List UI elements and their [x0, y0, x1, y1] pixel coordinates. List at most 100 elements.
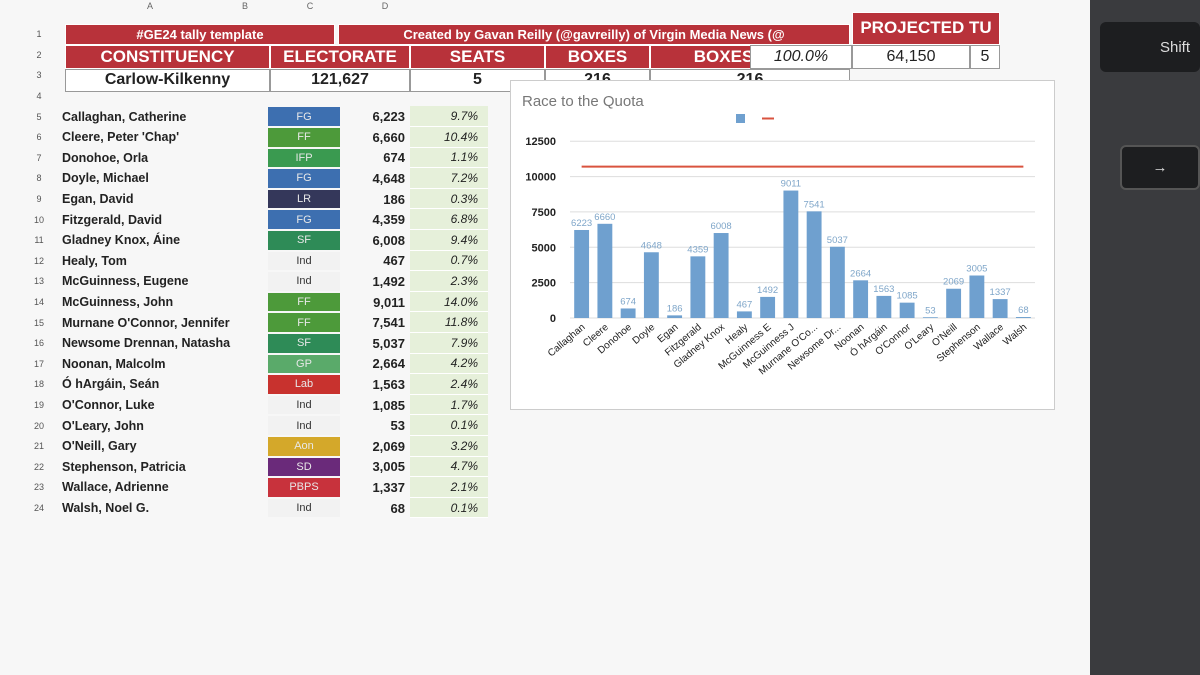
party: SF [268, 231, 340, 250]
candidate-name: Fitzgerald, David [62, 212, 163, 227]
key-label: Shift [1159, 38, 1190, 56]
candidate-name: Newsome Drennan, Natasha [62, 336, 231, 351]
data-label: 5037 [827, 235, 848, 246]
row-number: 1 [36, 29, 42, 40]
data-label: 3005 [966, 264, 987, 275]
row-number: 15 [33, 317, 44, 328]
party: FF [268, 313, 340, 332]
bar [922, 317, 938, 318]
y-tick-label: 7500 [532, 207, 556, 219]
party: Ind [268, 395, 340, 415]
bar [783, 190, 799, 318]
row-number: 23 [33, 482, 44, 493]
votes: 53 [390, 418, 405, 434]
party: FG [268, 169, 340, 188]
chart: Race to the Quota 0 2500 5000 7500 10000 1250… [510, 80, 1055, 410]
share: 3.2% [410, 436, 488, 457]
header-title: #GE24 tally template [65, 24, 335, 45]
arrow-key: → [1120, 145, 1200, 190]
votes: 4,648 [372, 170, 405, 186]
votes: 6,008 [372, 232, 405, 248]
share: 7.2% [410, 168, 488, 189]
summary-value: Carlow-Kilkenny [65, 69, 270, 92]
y-tick-label: 0 [550, 313, 556, 325]
share: 0.7% [410, 250, 488, 272]
share: 2.3% [410, 271, 488, 292]
votes: 674 [383, 150, 405, 166]
share: 0.1% [410, 497, 488, 519]
bar [806, 211, 822, 318]
share: 2.4% [410, 374, 488, 395]
summary-label: BOXES [545, 44, 650, 70]
row-number: 8 [36, 173, 42, 184]
data-label: 2069 [943, 277, 964, 288]
summary-label: CONSTITUENCY [65, 44, 270, 70]
candidate-name: Callaghan, Catherine [62, 109, 187, 124]
bar [946, 288, 962, 318]
data-label: 68 [1018, 305, 1029, 316]
share: 1.7% [410, 394, 488, 416]
data-label: 467 [736, 299, 752, 310]
votes: 68 [390, 500, 405, 516]
party: FF [268, 292, 340, 312]
party: GP [268, 354, 340, 374]
party: LR [268, 189, 340, 209]
bar [736, 311, 752, 318]
votes: 2,069 [372, 438, 405, 454]
candidate-name: O'Leary, John [62, 418, 144, 433]
bar [992, 299, 1008, 318]
bar [667, 315, 683, 318]
key-label: → [1152, 159, 1168, 176]
data-label: 1492 [757, 285, 778, 296]
candidate-name: Egan, David [62, 192, 134, 207]
share: 0.1% [410, 415, 488, 436]
row-number: 24 [33, 503, 44, 514]
bar [597, 223, 613, 318]
candidate-name: McGuinness, John [62, 295, 174, 310]
share: 1.1% [410, 147, 488, 169]
row-number: 5 [36, 111, 42, 122]
candidate-name: Wallace, Adrienne [62, 480, 169, 495]
header-credit: Created by Gavan Reilly (@gavreilly) of … [338, 24, 850, 45]
candidate-name: Stephenson, Patricia [62, 459, 186, 474]
header-projected: PROJECTED TU [852, 12, 1000, 45]
share: 2.1% [410, 477, 488, 498]
party: PBPS [268, 478, 340, 497]
data-label: 53 [925, 305, 936, 316]
votes: 1,492 [372, 273, 405, 289]
row-number: 20 [33, 420, 44, 431]
data-label: 4648 [641, 240, 662, 251]
party: SF [268, 334, 340, 353]
votes: 4,359 [372, 212, 405, 228]
summary-label: ELECTORATE [270, 44, 410, 70]
party: FG [268, 210, 340, 229]
row-number: 21 [33, 441, 44, 452]
data-label: 186 [667, 303, 683, 314]
row-number: 12 [33, 255, 44, 266]
data-label: 674 [620, 296, 636, 307]
summary-label: SEATS [410, 44, 545, 70]
candidate-name: O'Neill, Gary [62, 439, 137, 454]
votes: 2,664 [372, 356, 405, 372]
row-number: 16 [33, 338, 44, 349]
candidate-name: Ó hArgáin, Seán [62, 377, 160, 392]
share: 6.8% [410, 209, 488, 230]
row-number: 4 [36, 91, 42, 102]
bar [574, 229, 590, 318]
column-letter: A [146, 1, 153, 11]
bar [760, 296, 776, 318]
y-tick-label: 2500 [532, 278, 556, 290]
row-number: 10 [33, 214, 44, 225]
share: 9.7% [410, 106, 488, 127]
party: Ind [268, 251, 340, 271]
votes: 467 [383, 253, 405, 269]
candidate-name: McGuinness, Eugene [62, 274, 189, 289]
row-number: 17 [33, 358, 44, 369]
candidate-name: O'Connor, Luke [62, 398, 155, 413]
votes: 186 [383, 191, 405, 207]
row-number: 9 [36, 194, 42, 205]
bar [876, 295, 892, 318]
votes: 5,037 [372, 335, 405, 351]
row-number: 18 [33, 379, 44, 390]
bar [899, 302, 915, 318]
